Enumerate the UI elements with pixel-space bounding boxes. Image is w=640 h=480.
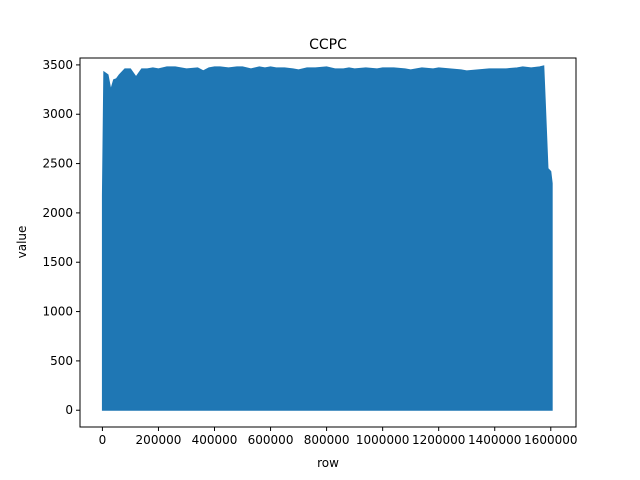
y-tick-label: 3000 bbox=[42, 107, 73, 121]
x-tick-label: 200000 bbox=[136, 433, 182, 447]
y-tick-label: 2500 bbox=[42, 157, 73, 171]
series-0-area bbox=[101, 65, 553, 411]
x-tick-label: 1600000 bbox=[524, 433, 577, 447]
y-tick-label: 0 bbox=[65, 403, 73, 417]
y-tick-label: 3500 bbox=[42, 58, 73, 72]
plot-area bbox=[101, 65, 553, 411]
plot-frame bbox=[79, 57, 577, 428]
x-tick-label: 1000000 bbox=[356, 433, 409, 447]
y-tick-label: 2000 bbox=[42, 206, 73, 220]
x-axis: 0 200000 400000 600000 800000 1000000 1200000 1… bbox=[99, 427, 578, 447]
chart-title: CCPC bbox=[309, 37, 347, 53]
x-tick-label: 600000 bbox=[248, 433, 294, 447]
y-tick-label: 500 bbox=[50, 354, 73, 368]
y-axis: 0 500 1000 1500 2000 2500 3000 3500 bbox=[42, 58, 80, 417]
x-tick-label: 0 bbox=[99, 433, 107, 447]
y-axis-title: value bbox=[15, 226, 29, 259]
y-tick-label: 1500 bbox=[42, 255, 73, 269]
x-tick-label: 1200000 bbox=[412, 433, 465, 447]
x-tick-label: 800000 bbox=[304, 433, 350, 447]
x-tick-label: 400000 bbox=[192, 433, 238, 447]
y-tick-label: 1000 bbox=[42, 305, 73, 319]
x-tick-label: 1400000 bbox=[468, 433, 521, 447]
x-axis-title: row bbox=[317, 456, 339, 470]
